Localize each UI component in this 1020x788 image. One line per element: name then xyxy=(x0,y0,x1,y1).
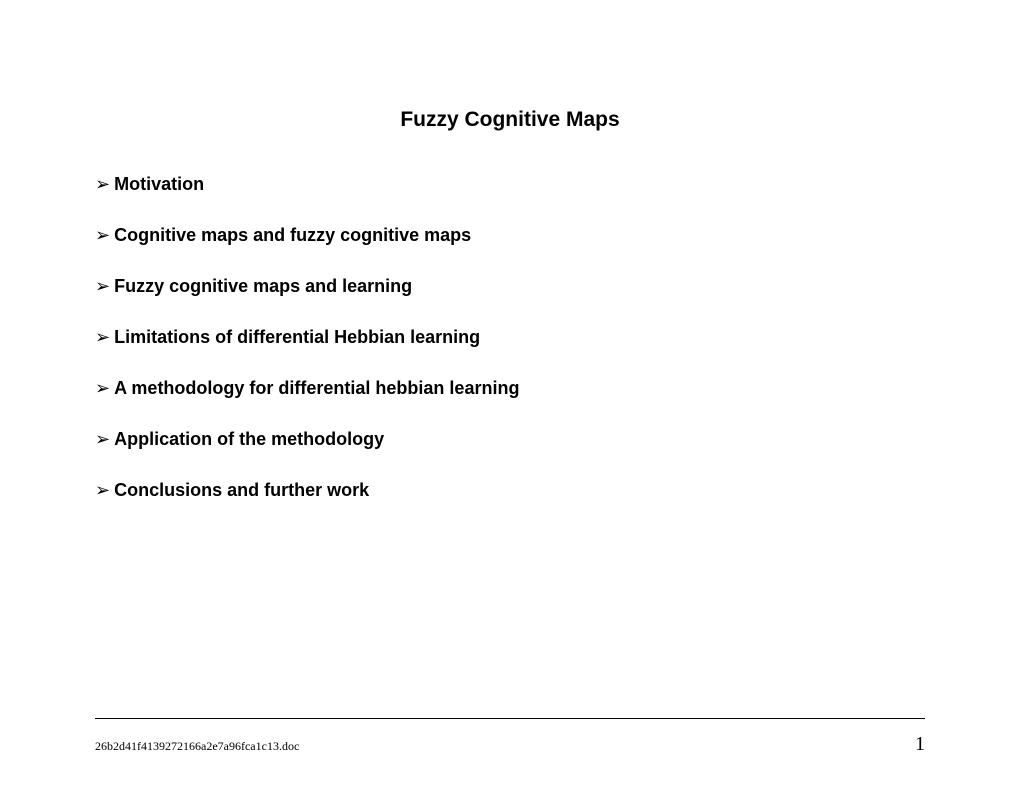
list-item: ➢ Limitations of differential Hebbian le… xyxy=(95,327,925,348)
arrow-icon: ➢ xyxy=(95,378,110,399)
bullet-label: Limitations of differential Hebbian lear… xyxy=(114,327,480,348)
bullet-label: Conclusions and further work xyxy=(114,480,369,501)
list-item: ➢ Cognitive maps and fuzzy cognitive map… xyxy=(95,225,925,246)
arrow-icon: ➢ xyxy=(95,174,110,195)
arrow-icon: ➢ xyxy=(95,327,110,348)
bullet-label: Motivation xyxy=(114,174,204,195)
arrow-icon: ➢ xyxy=(95,276,110,297)
arrow-icon: ➢ xyxy=(95,429,110,450)
page-footer: 26b2d41f4139272166a2e7a96fca1c13.doc 1 xyxy=(95,718,925,756)
list-item: ➢ A methodology for differential hebbian… xyxy=(95,378,925,399)
list-item: ➢ Motivation xyxy=(95,174,925,195)
arrow-icon: ➢ xyxy=(95,480,110,501)
bullet-label: A methodology for differential hebbian l… xyxy=(114,378,519,399)
list-item: ➢ Application of the methodology xyxy=(95,429,925,450)
footer-filename: 26b2d41f4139272166a2e7a96fca1c13.doc xyxy=(95,739,299,754)
arrow-icon: ➢ xyxy=(95,225,110,246)
bullet-list: ➢ Motivation ➢ Cognitive maps and fuzzy … xyxy=(95,174,925,501)
bullet-label: Application of the methodology xyxy=(114,429,384,450)
footer-page-number: 1 xyxy=(915,733,925,756)
page-title: Fuzzy Cognitive Maps xyxy=(95,108,925,132)
footer-divider xyxy=(95,718,925,719)
list-item: ➢ Fuzzy cognitive maps and learning xyxy=(95,276,925,297)
bullet-label: Fuzzy cognitive maps and learning xyxy=(114,276,412,297)
footer-content: 26b2d41f4139272166a2e7a96fca1c13.doc 1 xyxy=(95,733,925,756)
bullet-label: Cognitive maps and fuzzy cognitive maps xyxy=(114,225,471,246)
list-item: ➢ Conclusions and further work xyxy=(95,480,925,501)
